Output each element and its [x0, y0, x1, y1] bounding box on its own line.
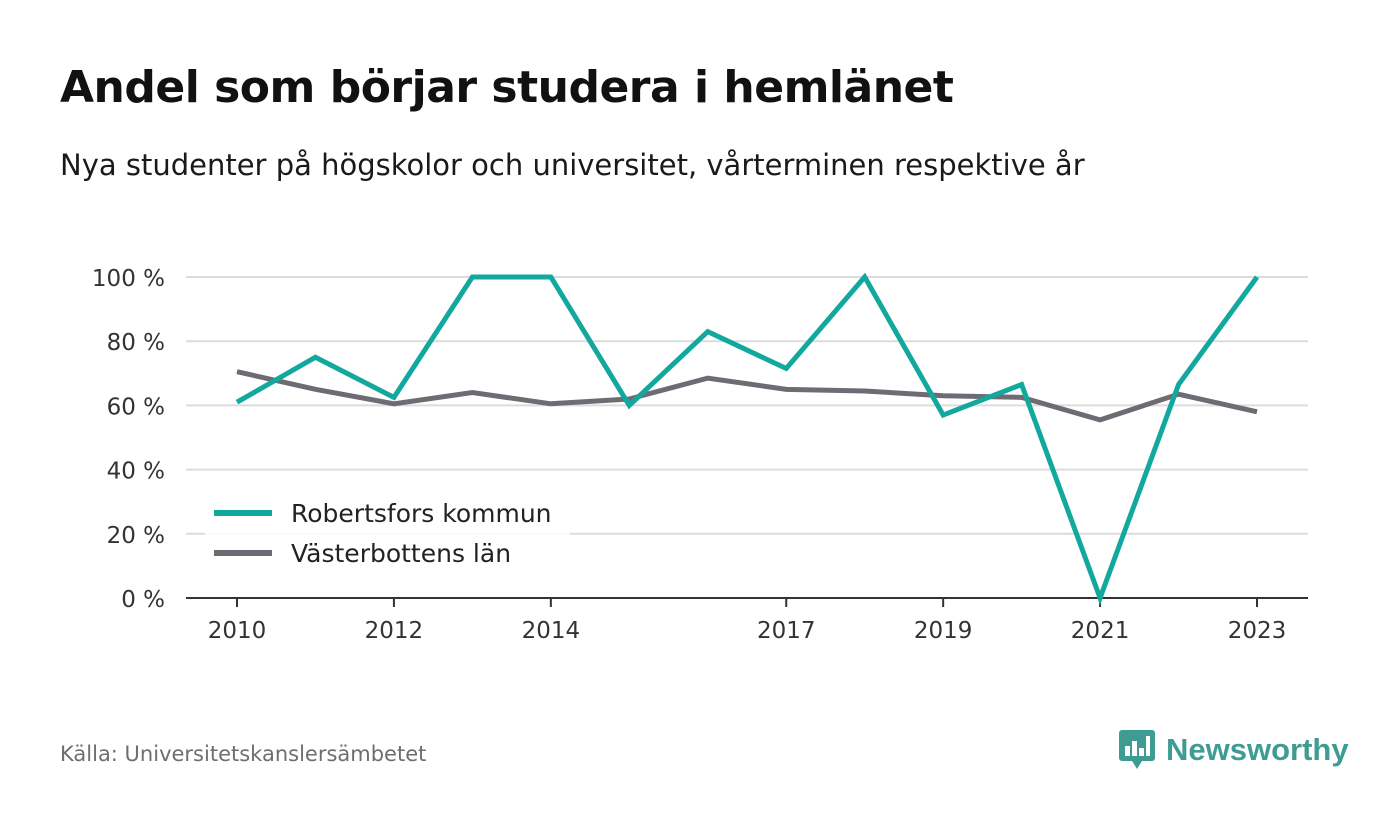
y-tick-label: 20 % — [107, 523, 165, 549]
y-tick-label: 80 % — [107, 330, 165, 356]
series-line-robertsfors — [235, 272, 1260, 606]
chart-title: Andel som börjar studera i hemlänet — [60, 62, 954, 113]
x-tick-label: 2012 — [365, 618, 424, 644]
x-tick-label: 2010 — [208, 618, 267, 644]
y-tick-label: 0 % — [121, 587, 165, 613]
series-lines — [235, 272, 1260, 606]
brand-logo: Newsworthy — [1118, 728, 1349, 772]
x-tick-label: 2023 — [1228, 618, 1287, 644]
legend-label: Västerbottens län — [291, 539, 511, 568]
y-tick-label: 60 % — [107, 394, 165, 420]
y-tick-label: 40 % — [107, 459, 165, 485]
x-tick-label: 2017 — [757, 618, 816, 644]
legend: Robertsfors kommun Västerbottens län — [205, 492, 570, 574]
series-line-vasterbotten — [236, 369, 1258, 423]
y-axis-tick-labels: 0 % 20 % 40 % 60 % 80 % 100 % — [92, 266, 165, 613]
legend-background — [205, 492, 570, 574]
x-tick-label: 2021 — [1071, 618, 1130, 644]
brand-name: Newsworthy — [1166, 732, 1349, 767]
y-tick-label: 100 % — [92, 266, 165, 292]
x-tick-label: 2014 — [522, 618, 581, 644]
chart-subtitle: Nya studenter på högskolor och universit… — [60, 148, 1085, 182]
x-axis-ticks: 2010 2012 2014 2017 2019 2021 2023 — [208, 598, 1287, 644]
legend-label: Robertsfors kommun — [291, 499, 552, 528]
newsworthy-logo-icon — [1119, 730, 1155, 769]
source-note: Källa: Universitetskanslersämbetet — [60, 742, 427, 766]
x-tick-label: 2019 — [914, 618, 973, 644]
